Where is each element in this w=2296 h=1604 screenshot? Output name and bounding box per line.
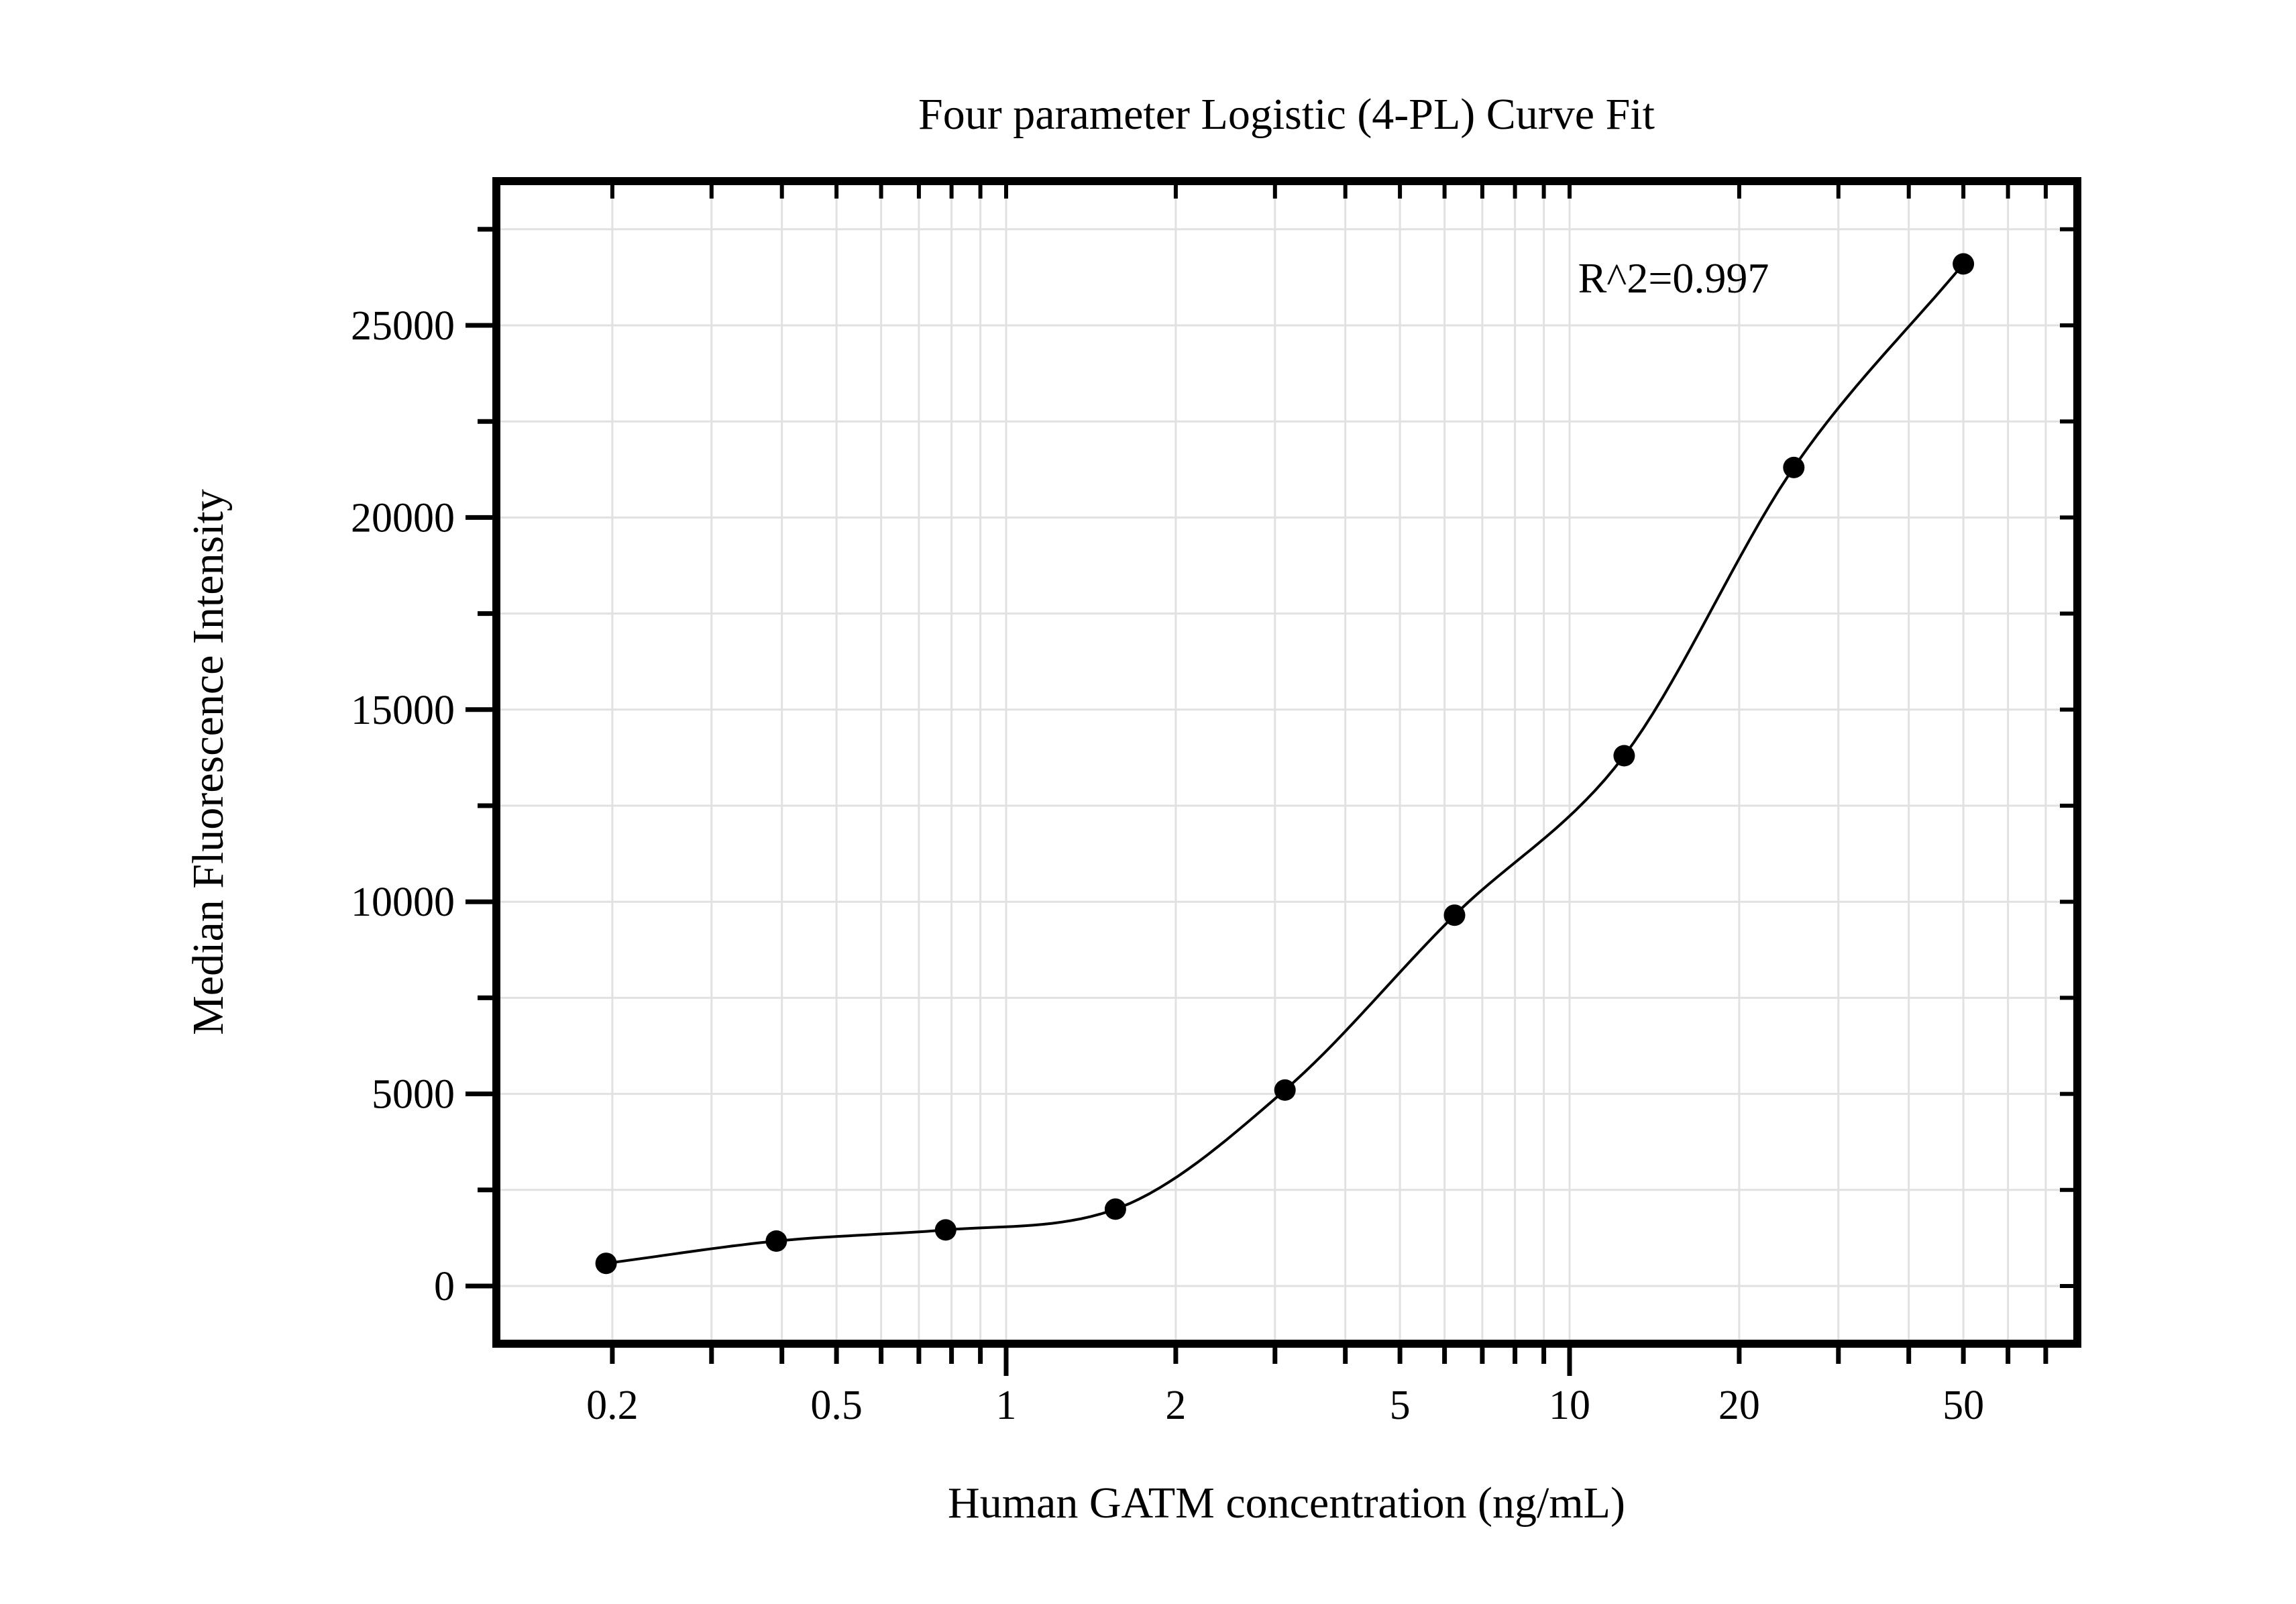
gridlines-layer bbox=[496, 181, 2077, 1344]
y-tick-label: 5000 bbox=[372, 1072, 455, 1118]
data-point bbox=[1953, 253, 1975, 275]
y-tick-label: 15000 bbox=[351, 688, 455, 733]
data-points-layer bbox=[595, 253, 1975, 1275]
data-point bbox=[1783, 456, 1805, 478]
y-axis-label: Median Fluorescence Intensity bbox=[184, 489, 233, 1035]
x-tick-label: 2 bbox=[1165, 1383, 1186, 1428]
axis-frame bbox=[492, 177, 2081, 1348]
data-point bbox=[1104, 1198, 1126, 1220]
y-tick-label: 0 bbox=[434, 1264, 455, 1309]
data-point bbox=[934, 1219, 956, 1241]
data-point bbox=[595, 1252, 617, 1275]
x-tick-label: 50 bbox=[1943, 1383, 1984, 1428]
x-tick-label: 1 bbox=[996, 1383, 1017, 1428]
data-point bbox=[1443, 904, 1466, 926]
x-axis-label: Human GATM concentration (ng/mL) bbox=[948, 1479, 1625, 1528]
x-tick-label: 20 bbox=[1718, 1383, 1760, 1428]
x-tick-label: 0.5 bbox=[810, 1383, 863, 1428]
y-tick-label: 25000 bbox=[351, 303, 455, 349]
r-squared-annotation: R^2=0.997 bbox=[1578, 254, 1769, 302]
data-point bbox=[1613, 745, 1635, 767]
data-point bbox=[765, 1230, 787, 1252]
x-tick-label: 10 bbox=[1549, 1383, 1590, 1428]
tick-labels-layer: 0.2 0.5 1 2 5 10 20 50 0 5000 10000 15000 20000 25000 bbox=[351, 303, 1984, 1428]
chart-title: Four parameter Logistic (4-PL) Curve Fit bbox=[918, 90, 1655, 139]
plot-frame bbox=[492, 177, 2081, 1348]
tick-marks-layer bbox=[466, 185, 2073, 1376]
x-tick-label: 0.2 bbox=[586, 1383, 639, 1428]
data-point bbox=[1274, 1079, 1296, 1101]
y-tick-label: 20000 bbox=[351, 495, 455, 541]
y-tick-label: 10000 bbox=[351, 879, 455, 925]
x-tick-label: 5 bbox=[1390, 1383, 1411, 1428]
